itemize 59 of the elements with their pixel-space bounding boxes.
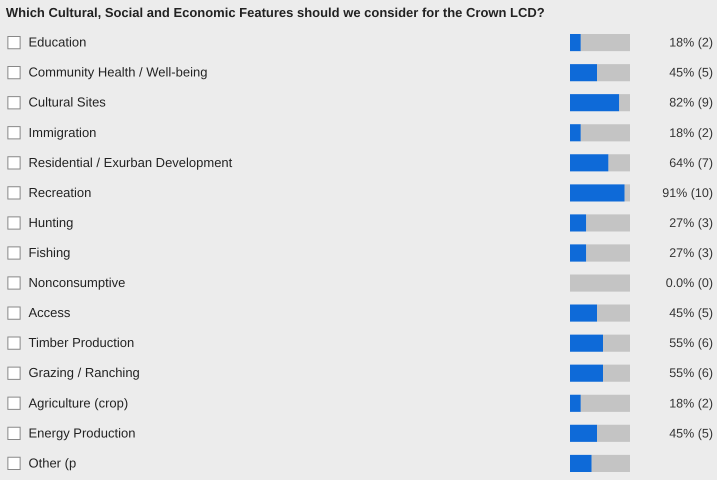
bar xyxy=(570,124,581,142)
bar xyxy=(570,184,625,202)
text: 55% (6) xyxy=(669,336,713,350)
bar xyxy=(580,394,630,412)
y-tick-label: Agriculture (crop) xyxy=(28,395,128,410)
bar xyxy=(570,94,620,112)
bar xyxy=(570,334,603,352)
bar xyxy=(570,394,581,412)
y-tick-label: Education xyxy=(28,34,86,50)
y-tick-label: Grazing / Ranching xyxy=(28,365,140,380)
bar xyxy=(608,154,630,172)
text: Which Cultural, Social and Economic Features should we consider for the Crown LCD? xyxy=(6,5,545,20)
bar xyxy=(586,244,630,262)
text: 55% (6) xyxy=(669,366,713,380)
text: 27% (3) xyxy=(669,216,713,230)
bar xyxy=(597,64,630,82)
bar xyxy=(597,424,630,442)
y-tick-label: Fishing xyxy=(28,245,70,260)
bar xyxy=(570,364,603,382)
bar xyxy=(570,154,608,172)
y-tick-label: Cultural Sites xyxy=(28,94,106,110)
text: 82% (9) xyxy=(669,96,713,110)
bar xyxy=(619,94,630,112)
bar xyxy=(570,274,630,292)
bar xyxy=(580,124,630,142)
y-tick-label: Energy Production xyxy=(28,425,136,440)
text: 0.0% (0) xyxy=(666,276,713,290)
y-tick-label: Hunting xyxy=(28,214,74,230)
bar xyxy=(570,454,592,472)
bar xyxy=(570,64,597,82)
bar xyxy=(580,34,630,52)
bar xyxy=(603,334,630,352)
bar xyxy=(570,244,586,262)
bar xyxy=(592,454,630,472)
text: 45% (5) xyxy=(669,66,713,80)
y-tick-label: Timber Production xyxy=(28,335,134,350)
text: 45% (5) xyxy=(669,426,713,440)
bar xyxy=(570,424,597,442)
text: 64% (7) xyxy=(669,156,713,170)
y-tick-label: Residential / Exurban Development xyxy=(28,154,233,170)
y-tick-label: Community Health / Well-being xyxy=(28,64,208,80)
text: 91% (10) xyxy=(662,186,713,200)
text: 45% (5) xyxy=(669,306,713,320)
y-tick-label: Access xyxy=(28,305,71,320)
bar xyxy=(603,364,630,382)
bar xyxy=(570,214,586,232)
bar xyxy=(570,304,597,322)
text: 18% (2) xyxy=(669,126,713,140)
y-tick-label: Recreation xyxy=(28,184,92,200)
bar xyxy=(624,184,630,202)
text: 27% (3) xyxy=(669,246,713,260)
text: 18% (2) xyxy=(669,396,713,410)
text: 18% (2) xyxy=(669,36,713,50)
y-tick-label: Nonconsumptive xyxy=(28,275,126,290)
bar xyxy=(597,304,630,322)
y-tick-label: Immigration xyxy=(28,124,96,140)
y-tick-label: Other (p xyxy=(28,455,76,470)
bar xyxy=(586,214,630,232)
bar xyxy=(570,34,581,52)
